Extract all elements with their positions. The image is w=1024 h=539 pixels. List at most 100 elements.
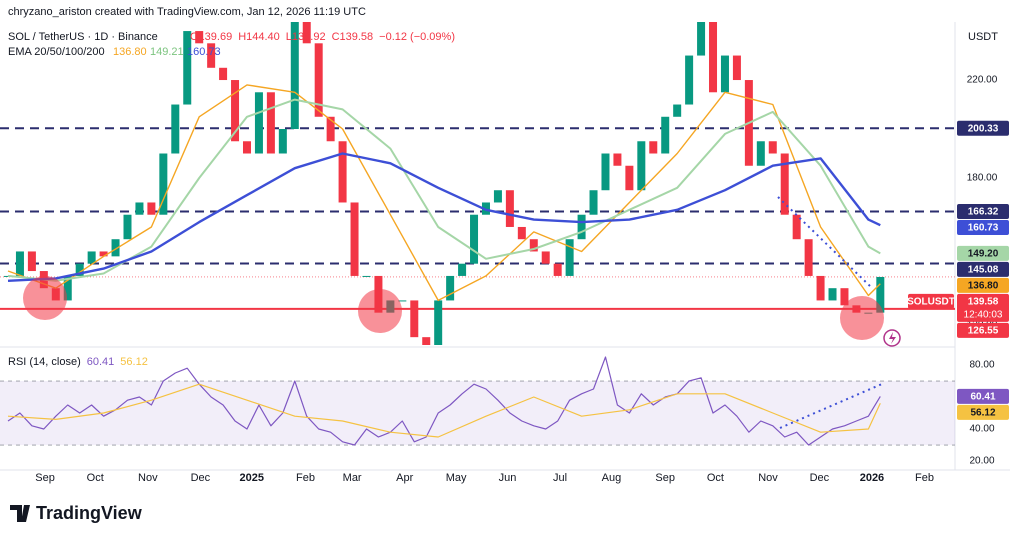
candle <box>493 190 502 203</box>
price-tag-label: 145.08 <box>968 265 999 276</box>
candle <box>398 300 407 302</box>
x-tick-label: Dec <box>810 472 830 484</box>
highlight-circle <box>358 289 402 333</box>
symbol-tag <box>908 293 954 309</box>
price-tag-label: 126.55 <box>968 326 999 337</box>
x-tick-label: Feb <box>296 472 315 484</box>
price-tag <box>957 120 1009 136</box>
candle <box>876 276 885 313</box>
ema-value: 160.73 <box>187 46 221 58</box>
candle <box>840 288 849 306</box>
candle <box>625 165 634 191</box>
price-tag <box>957 322 1009 338</box>
candle <box>601 153 610 191</box>
alert-bolt <box>889 332 896 344</box>
candle <box>697 22 706 56</box>
candle <box>338 141 347 203</box>
candle <box>326 116 335 142</box>
trend-line <box>777 196 873 289</box>
candle <box>470 214 479 264</box>
candle <box>661 116 670 154</box>
x-tick-label: Jun <box>499 472 517 484</box>
candle <box>254 92 263 154</box>
rsi-tag-label: 60.41 <box>970 392 995 403</box>
x-tick-label: Oct <box>87 472 104 484</box>
candle <box>75 263 84 276</box>
trend-line <box>779 383 883 429</box>
y-tick-label: 220.00 <box>967 75 998 86</box>
ohlc-value: H144.40 <box>238 31 280 43</box>
x-tick-label: Sep <box>35 472 55 484</box>
rsi-title: RSI (14, close) <box>8 356 81 368</box>
symbol-tag-label: SOLUSDT <box>907 297 955 308</box>
price-tag-time: 12:40:03 <box>964 310 1003 321</box>
candle <box>123 214 132 240</box>
candle <box>63 275 72 301</box>
attribution: chryzano_ariston created with TradingVie… <box>8 6 366 18</box>
candle <box>27 251 36 272</box>
candle <box>505 190 514 227</box>
x-tick-label: Sep <box>655 472 675 484</box>
price-tag <box>957 261 1009 277</box>
rsi-legend-value: 60.41 <box>87 356 115 368</box>
y-tick-label: 180.00 <box>967 173 998 184</box>
x-tick-label: Dec <box>191 472 211 484</box>
price-tag-label: 166.32 <box>968 207 999 218</box>
candle <box>541 251 550 264</box>
candle <box>816 275 825 301</box>
price-tag-label: 160.73 <box>968 223 999 234</box>
logo: TradingView <box>10 503 143 523</box>
highlight-circle <box>23 276 67 320</box>
candle <box>517 226 526 240</box>
candle <box>577 214 586 240</box>
x-tick-label: Oct <box>707 472 724 484</box>
ohlc-value: C139.58 <box>332 31 374 43</box>
symbol: SOL / TetherUS · 1D · Binance <box>8 31 158 43</box>
candle <box>135 202 144 215</box>
candle <box>446 275 455 301</box>
x-tick-label: May <box>446 472 467 484</box>
rsi-band <box>0 381 955 446</box>
price-tag <box>957 293 1009 322</box>
candle <box>350 202 359 276</box>
price-tag <box>957 277 1009 293</box>
candle <box>780 153 789 215</box>
currency: USDT <box>968 31 998 43</box>
candle <box>709 22 718 93</box>
ohlc-value: L138.92 <box>286 31 326 43</box>
price-tag-label: 136.80 <box>968 281 999 292</box>
candle <box>768 141 777 154</box>
candle <box>732 55 741 81</box>
candle <box>99 251 108 257</box>
candle <box>290 22 299 130</box>
price-tag <box>957 203 1009 219</box>
price-tag-label: 139.58 <box>968 297 999 308</box>
ohlc-value: O139.69 <box>190 31 232 43</box>
candle <box>314 43 323 117</box>
x-tick-label: Nov <box>758 472 778 484</box>
rsi-tag <box>957 404 1009 420</box>
candle <box>422 337 431 345</box>
legend: SOL / TetherUS · 1D · Binance EMA 20/50/… <box>8 31 998 58</box>
x-tick-label: Nov <box>138 472 158 484</box>
price-tag-label: 149.20 <box>968 249 999 260</box>
annotations <box>23 196 901 429</box>
highlight-circle <box>840 296 884 340</box>
candle <box>219 67 228 81</box>
candle <box>804 239 813 276</box>
candle <box>362 275 371 277</box>
candle <box>195 31 204 44</box>
candle <box>111 239 120 257</box>
candle <box>828 288 837 301</box>
ema-value: 149.21 <box>150 46 184 58</box>
y-tick-label: 80.00 <box>969 360 994 371</box>
series-line <box>7 98 881 282</box>
candle <box>565 239 574 276</box>
candle <box>637 141 646 191</box>
series-line <box>7 152 881 282</box>
rsi-tag <box>957 388 1009 404</box>
candle <box>147 202 156 215</box>
candle <box>278 129 287 154</box>
y-tick-label: 40.00 <box>969 424 994 435</box>
